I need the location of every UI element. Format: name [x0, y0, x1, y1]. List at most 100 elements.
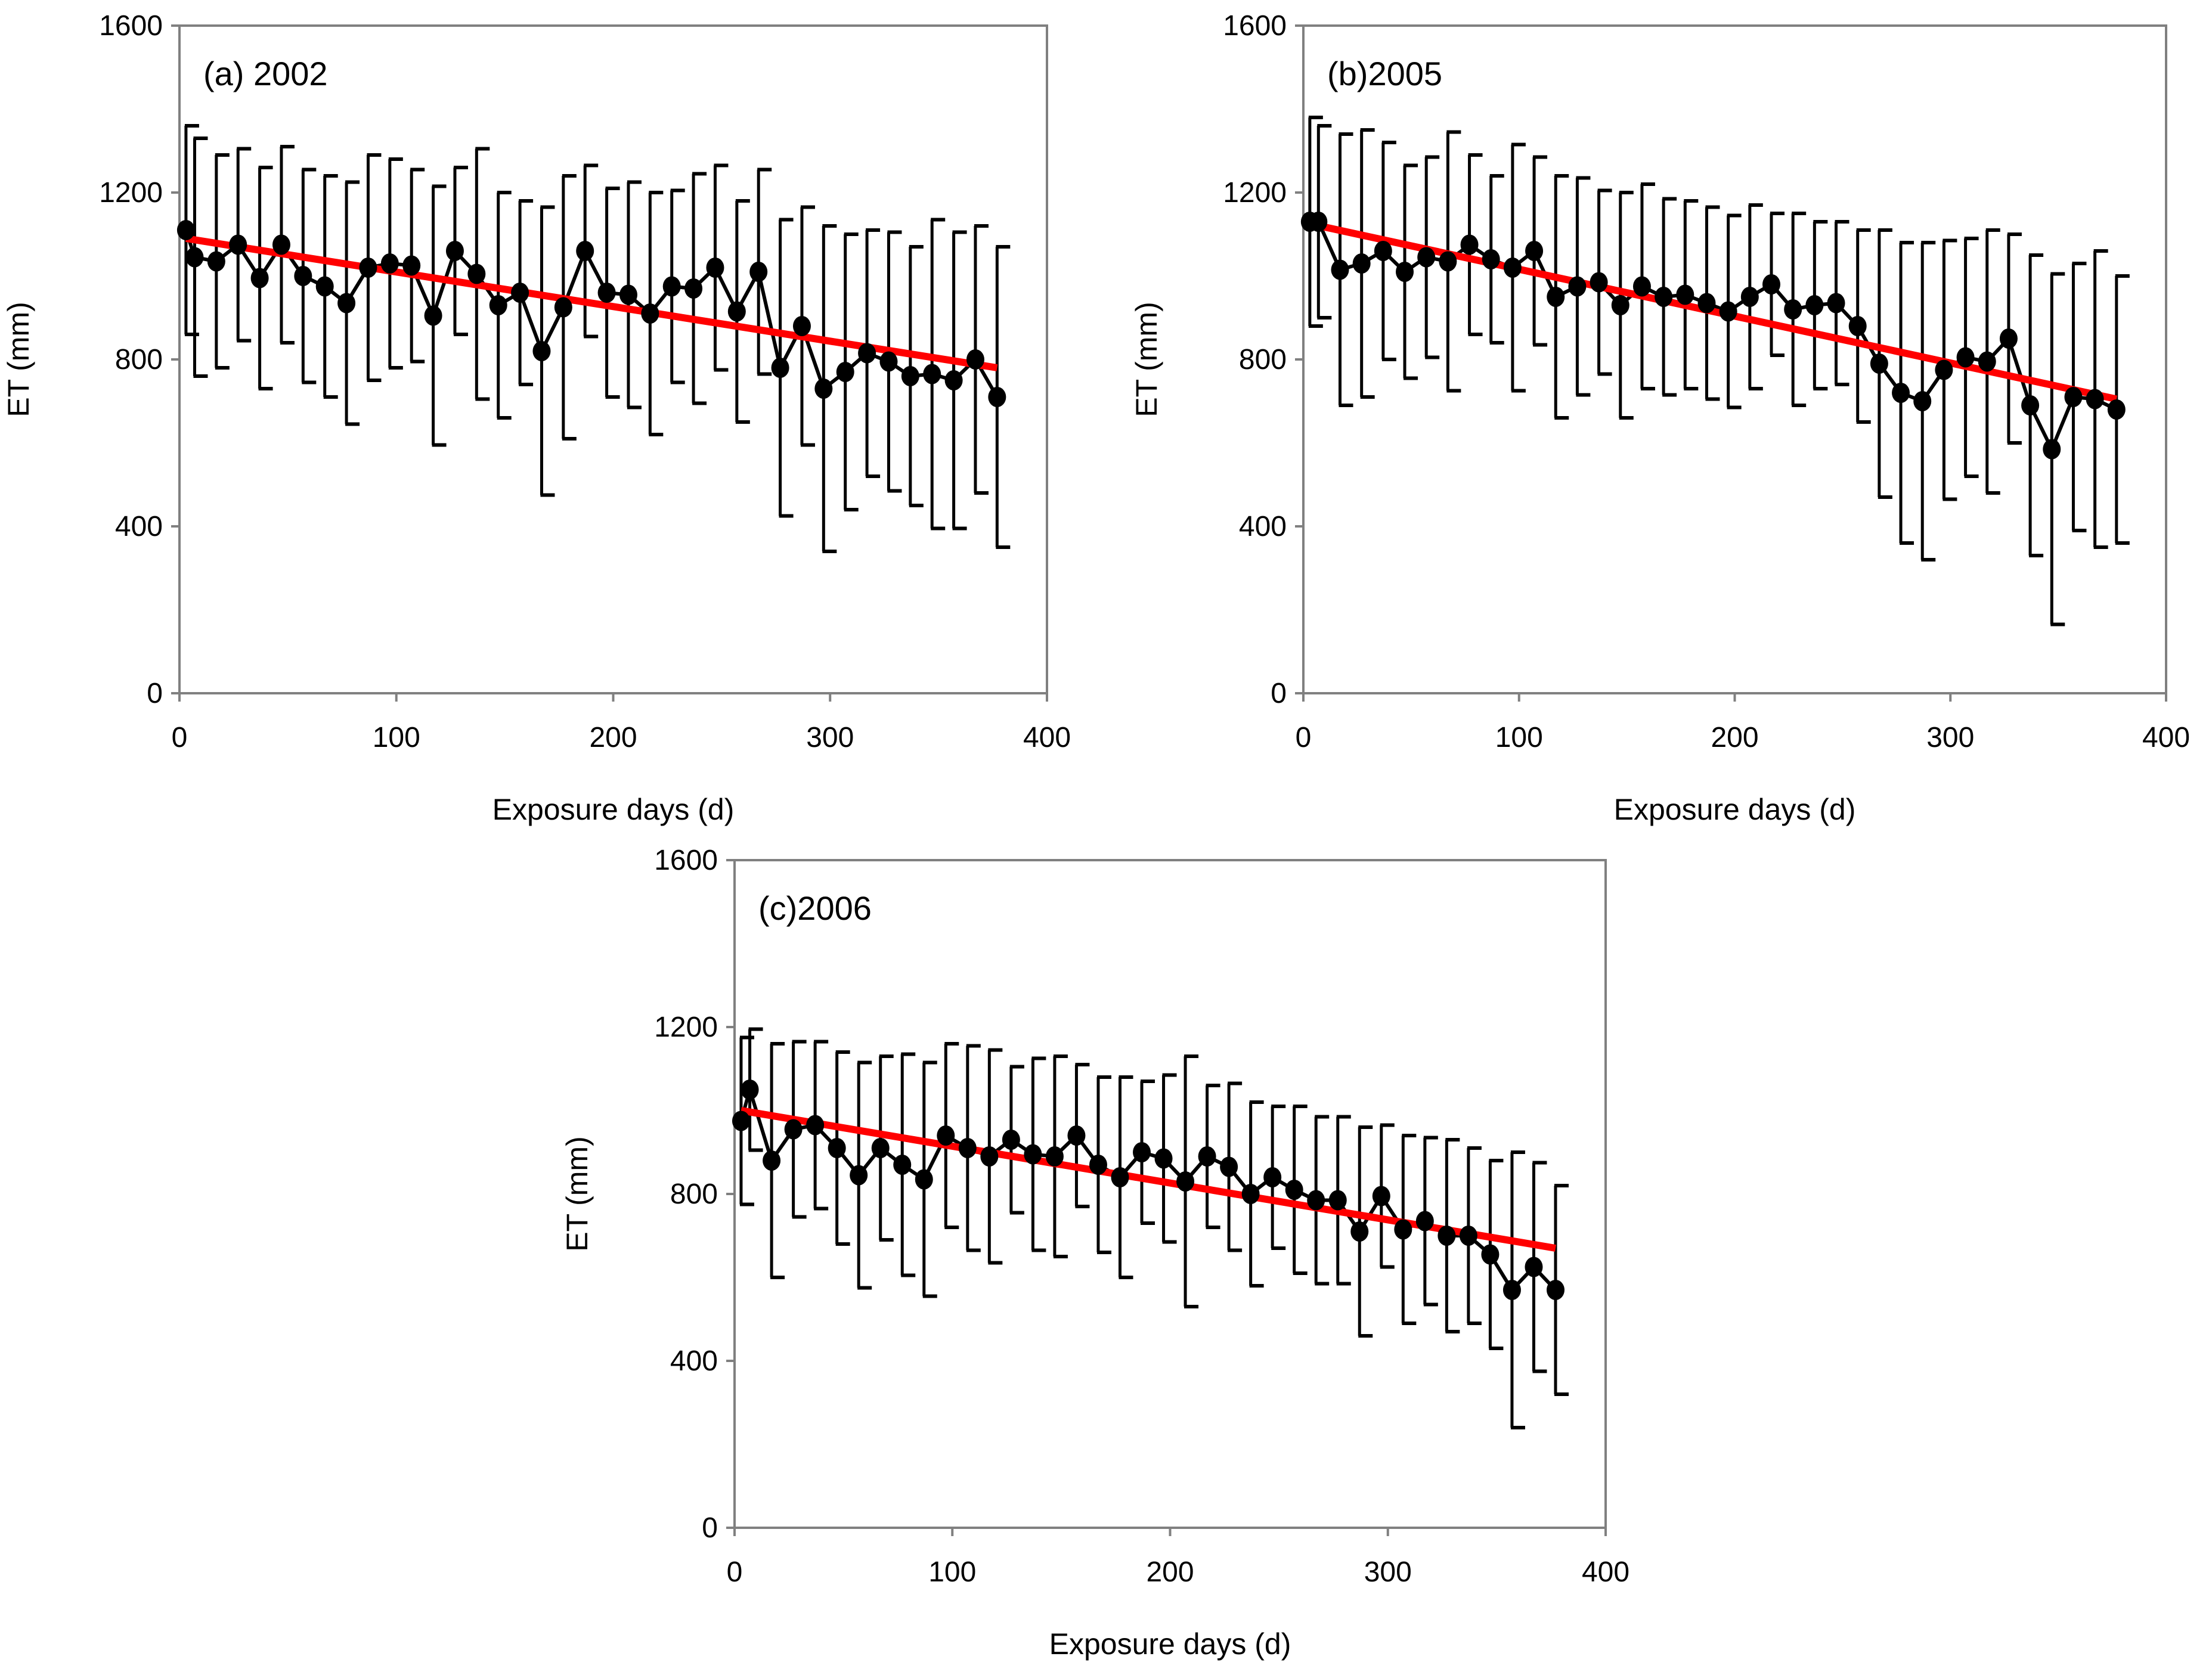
data-point — [684, 278, 703, 299]
data-point — [1111, 1167, 1129, 1187]
y-tick-label: 400 — [115, 511, 163, 542]
panel-title: (c)2006 — [758, 889, 872, 927]
data-point — [1309, 212, 1328, 232]
plot-frame — [733, 859, 1607, 1529]
data-point — [893, 1155, 912, 1175]
x-tick-label: 300 — [1364, 1556, 1412, 1588]
data-point — [1719, 301, 1737, 322]
y-tick-label: 1200 — [99, 177, 163, 209]
data-point — [732, 1111, 750, 1131]
data-point — [1913, 391, 1932, 411]
x-tick-label: 200 — [1146, 1556, 1194, 1588]
y-tick-label: 0 — [702, 1512, 718, 1544]
data-point — [1350, 1221, 1369, 1242]
data-point — [1697, 293, 1716, 314]
data-point — [272, 234, 290, 255]
data-point — [858, 343, 876, 364]
data-point — [445, 241, 464, 261]
data-point — [1352, 253, 1371, 274]
x-tick-label: 200 — [589, 722, 637, 753]
data-point — [1439, 251, 1457, 272]
data-point — [1024, 1144, 1042, 1165]
data-point — [176, 220, 195, 240]
data-point — [1740, 287, 1759, 307]
y-tick-label: 1600 — [99, 10, 163, 42]
data-point — [1438, 1226, 1456, 1246]
data-point — [315, 276, 334, 297]
data-point — [1045, 1146, 1064, 1167]
data-point — [424, 305, 442, 326]
x-tick-label: 0 — [727, 1556, 743, 1588]
data-point — [532, 341, 551, 361]
x-tick-label: 400 — [2142, 722, 2190, 753]
data-point — [1481, 1244, 1500, 1265]
data-point — [784, 1119, 803, 1140]
data-point — [1762, 274, 1780, 294]
data-point — [489, 295, 507, 315]
data-point — [944, 370, 963, 390]
data-point — [828, 1138, 846, 1158]
series-line — [739, 1083, 1557, 1293]
data-point — [1396, 262, 1414, 282]
y-tick-label: 1200 — [654, 1012, 718, 1043]
data-point — [1655, 287, 1673, 307]
chart-panel-b: 0 400 800 1200 1600 0 100 200 300 400 Exposure day… — [1130, 10, 2190, 826]
x-axis-label: Exposure days (d) — [1049, 1627, 1291, 1661]
data-point — [2043, 439, 2061, 460]
data-point — [836, 362, 854, 382]
data-point — [662, 276, 681, 297]
data-point — [1805, 295, 1824, 315]
data-point — [1525, 241, 1544, 261]
data-point — [1263, 1167, 1282, 1187]
plot-frame — [1302, 24, 2167, 694]
x-tick-label: 200 — [1711, 722, 1758, 753]
data-point — [771, 358, 789, 378]
data-point — [337, 293, 356, 314]
data-point — [1372, 1186, 1390, 1206]
y-tick-label: 400 — [1239, 511, 1287, 542]
data-point — [741, 1080, 759, 1100]
data-point — [1892, 383, 1910, 403]
chart-panel-a: 0 400 800 1200 1600 0 100 200 300 400 Exposure day… — [2, 10, 1071, 826]
data-point — [915, 1169, 933, 1190]
x-tick-label: 400 — [1582, 1556, 1629, 1588]
chart-panel-c: 0 400 800 1200 1600 0 100 200 300 400 Exposure day… — [560, 845, 1629, 1661]
data-point — [1307, 1190, 1325, 1211]
y-tick-label: 0 — [147, 678, 163, 709]
x-tick-label: 400 — [1023, 722, 1071, 753]
plot-frame — [178, 24, 1048, 694]
data-point — [1956, 347, 1975, 368]
data-point — [923, 364, 941, 384]
data-point — [1176, 1171, 1195, 1192]
data-point — [229, 234, 247, 255]
data-point — [850, 1165, 868, 1186]
x-axis-label: Exposure days (d) — [1614, 793, 1856, 826]
data-point — [402, 255, 421, 276]
data-point — [1089, 1155, 1107, 1175]
data-point — [1460, 234, 1479, 255]
data-point — [1417, 247, 1436, 268]
data-point — [792, 316, 811, 336]
y-axis-label: ET (mm) — [1130, 302, 1163, 417]
data-point — [1999, 328, 2018, 349]
y-axis-label: ET (mm) — [2, 302, 35, 417]
data-point — [958, 1138, 977, 1158]
data-point — [250, 268, 269, 289]
data-point — [1002, 1130, 1020, 1150]
data-point — [806, 1115, 825, 1136]
data-point — [1935, 359, 1953, 380]
x-axis-label: Exposure days (d) — [492, 793, 735, 826]
data-point — [814, 379, 833, 399]
data-point — [185, 247, 204, 268]
data-point — [576, 241, 594, 261]
data-point — [1067, 1125, 1086, 1146]
x-tick-label: 100 — [373, 722, 420, 753]
data-point — [1220, 1156, 1238, 1177]
data-point — [1241, 1184, 1260, 1204]
data-point — [597, 283, 616, 303]
data-point — [1547, 287, 1565, 307]
y-tick-label: 800 — [1239, 344, 1287, 376]
data-point — [1632, 276, 1651, 297]
data-point — [1331, 259, 1349, 280]
data-point — [879, 351, 898, 372]
